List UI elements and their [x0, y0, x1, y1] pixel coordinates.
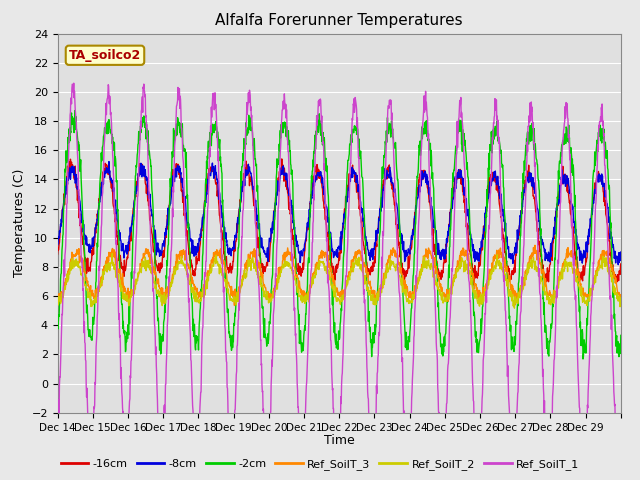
Legend: -16cm, -8cm, -2cm, Ref_SoilT_3, Ref_SoilT_2, Ref_SoilT_1: -16cm, -8cm, -2cm, Ref_SoilT_3, Ref_Soil…	[56, 455, 584, 474]
X-axis label: Time: Time	[324, 434, 355, 447]
Y-axis label: Temperatures (C): Temperatures (C)	[13, 169, 26, 277]
Title: Alfalfa Forerunner Temperatures: Alfalfa Forerunner Temperatures	[216, 13, 463, 28]
Text: TA_soilco2: TA_soilco2	[69, 49, 141, 62]
